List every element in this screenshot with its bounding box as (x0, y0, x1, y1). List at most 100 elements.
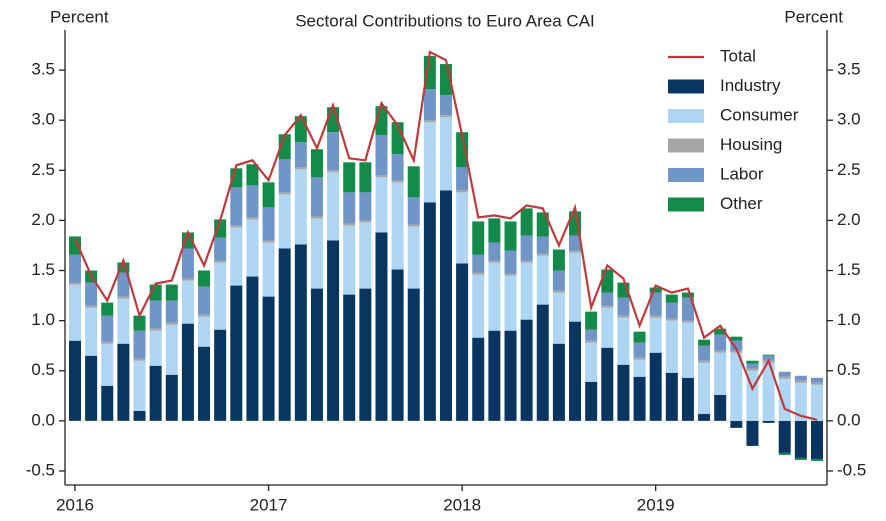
bar-segment (278, 194, 291, 249)
bar-segment (649, 315, 662, 318)
bar-segment (552, 292, 565, 344)
bar-segment (181, 280, 194, 324)
bar-segment (407, 288, 420, 421)
bar-segment (278, 248, 291, 421)
bar-segment (85, 355, 98, 421)
bar-segment (730, 340, 743, 351)
bar-segment (230, 285, 243, 421)
bar-segment (762, 354, 775, 356)
bar-segment (278, 192, 291, 195)
bar-segment (778, 420, 791, 453)
bar-segment (149, 330, 162, 366)
bar-segment (262, 182, 275, 208)
bar-segment (504, 273, 517, 276)
bar-segment (359, 288, 372, 421)
bar-segment (456, 263, 469, 421)
bar-segment (230, 227, 243, 286)
bar-segment (246, 185, 259, 218)
bar-segment (117, 272, 130, 297)
bar-segment (536, 255, 549, 305)
bar-segment (778, 452, 791, 455)
bar-segment (794, 457, 807, 460)
bar-segment (810, 377, 823, 383)
bar-segment (681, 292, 694, 298)
bar-segment (536, 304, 549, 421)
bar-segment (133, 315, 146, 331)
bar-segment (794, 420, 807, 458)
bar-segment (810, 382, 823, 385)
bar-segment (375, 232, 388, 421)
y-tick-label: 1.5 (31, 260, 55, 279)
bar-segment (117, 298, 130, 344)
legend-label: Industry (720, 76, 781, 95)
bar-segment (633, 359, 646, 377)
bar-segment (730, 350, 743, 353)
bar-segment (327, 172, 340, 241)
bar-segment (504, 330, 517, 421)
bar-segment (69, 236, 81, 255)
bar-segment (810, 384, 823, 421)
y2-tick-label: -0.5 (837, 460, 866, 479)
bar-segment (520, 262, 533, 320)
bar-segment (407, 166, 420, 198)
bar-segment (714, 394, 727, 421)
bar-segment (391, 180, 404, 183)
y2-tick-label: 1.5 (837, 260, 861, 279)
bar-segment (730, 420, 743, 428)
bar-segment (165, 374, 178, 421)
bar-segment (117, 262, 130, 273)
bar-segment (359, 222, 372, 289)
bar-segment (665, 372, 678, 421)
bar-segment (569, 252, 582, 322)
bar-segment (310, 149, 323, 178)
bar-segment (149, 365, 162, 421)
legend-swatch (668, 109, 704, 123)
bar-segment (214, 260, 227, 263)
bar-segment (762, 355, 775, 361)
bar-segment (327, 240, 340, 421)
bar-segment (746, 368, 759, 371)
bar-segment (520, 208, 533, 236)
y-tick-label: 0.0 (31, 410, 55, 429)
bar-segment (617, 315, 630, 318)
bar-segment (278, 159, 291, 193)
bar-segment (439, 115, 452, 118)
bar-segment (359, 220, 372, 223)
bar-segment (85, 282, 98, 306)
bar-segment (698, 413, 711, 421)
bar-segment (117, 343, 130, 421)
bar-segment (230, 187, 243, 226)
bar-segment (698, 345, 711, 361)
bar-segment (698, 360, 711, 363)
bar-segment (375, 135, 388, 176)
bar-segment (746, 420, 759, 446)
y2-tick-label: 2.5 (837, 160, 861, 179)
bar-segment (504, 250, 517, 274)
bar-segment (698, 339, 711, 346)
bar-segment (585, 329, 598, 341)
bar-segment (536, 253, 549, 256)
bar-segment (101, 385, 114, 421)
bar-segment (246, 164, 259, 186)
bar-segment (698, 362, 711, 414)
bar-segment (181, 278, 194, 281)
bar-segment (456, 167, 469, 191)
bar-segment (439, 190, 452, 421)
bar-segment (665, 318, 678, 321)
y2-tick-label: 3.5 (837, 60, 861, 79)
bar-segment (181, 323, 194, 421)
bar-segment (536, 236, 549, 254)
bar-segment (746, 360, 759, 364)
legend-swatch (668, 168, 704, 182)
bar-segment (585, 311, 598, 330)
legend-swatch (668, 138, 704, 153)
y-tick-label: 2.0 (31, 210, 55, 229)
bar-segment (552, 290, 565, 293)
bar-segment (375, 175, 388, 178)
bar-segment (133, 360, 146, 411)
bar-segment (794, 380, 807, 383)
bar-segment (778, 376, 791, 379)
bar-segment (488, 242, 501, 261)
bar-segment (520, 235, 533, 261)
bar-segment (472, 337, 485, 421)
